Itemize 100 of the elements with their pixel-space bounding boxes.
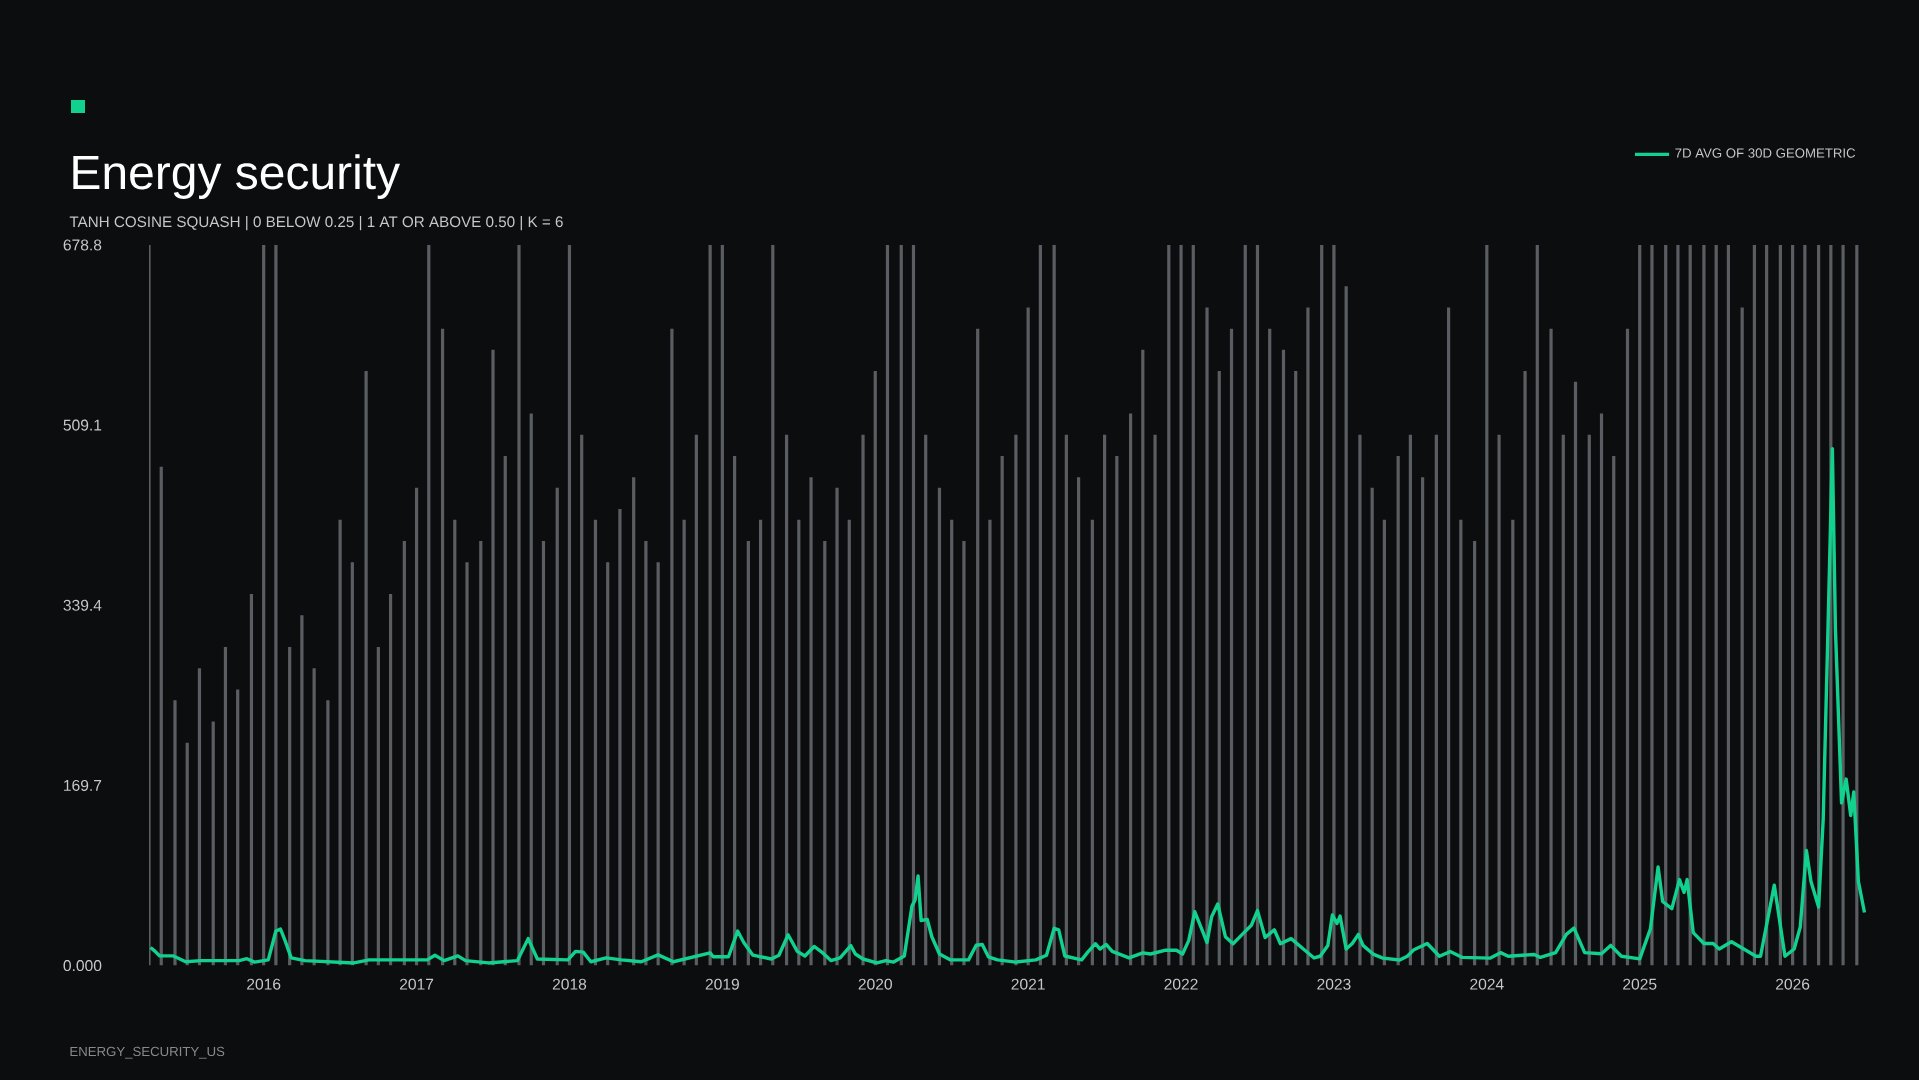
bar xyxy=(1179,244,1183,966)
x-tick-label: 2025 xyxy=(1623,978,1657,990)
bar xyxy=(1103,434,1107,966)
bar xyxy=(873,371,877,966)
x-tick-label: 2018 xyxy=(552,978,587,990)
bar xyxy=(1765,244,1769,966)
bar xyxy=(541,540,546,966)
bar xyxy=(1229,328,1234,966)
bar xyxy=(1344,286,1348,966)
bar xyxy=(682,519,686,966)
bar xyxy=(1587,434,1591,966)
bar xyxy=(1358,434,1362,966)
bar xyxy=(1396,456,1400,966)
bar xyxy=(1306,307,1310,966)
bar xyxy=(937,487,942,966)
bar xyxy=(440,328,445,966)
bar xyxy=(976,328,980,966)
bar xyxy=(1612,456,1616,966)
bar xyxy=(911,244,916,966)
bar xyxy=(1740,307,1744,966)
bar xyxy=(1447,307,1451,966)
bar xyxy=(1090,519,1094,966)
bar xyxy=(1217,371,1221,966)
bar xyxy=(1153,434,1157,966)
bar xyxy=(708,244,712,966)
bar xyxy=(1205,307,1209,966)
x-tick-label: 2023 xyxy=(1317,978,1351,990)
y-tick-label: 509.1 xyxy=(63,419,102,431)
bar xyxy=(1268,328,1272,966)
bar xyxy=(1141,349,1145,966)
legend-label: 7D AVG OF 30D GEOMETRIC xyxy=(1675,148,1856,158)
bar xyxy=(1535,244,1539,966)
bar xyxy=(1000,456,1004,966)
bar xyxy=(338,519,342,966)
bar xyxy=(288,647,292,966)
bar xyxy=(517,244,521,966)
bar xyxy=(173,700,177,966)
bar xyxy=(1497,434,1501,966)
bar xyxy=(503,456,507,966)
bar xyxy=(1191,244,1195,966)
bar xyxy=(567,244,572,966)
bar xyxy=(465,562,469,966)
bar xyxy=(1573,381,1578,966)
bar xyxy=(580,434,584,966)
bar xyxy=(197,668,202,966)
bar xyxy=(606,562,610,966)
bar xyxy=(746,540,750,966)
bar xyxy=(847,519,851,966)
x-tick-label: 2026 xyxy=(1776,978,1810,990)
chart-subtitle: TANH COSINE SQUASH | 0 BELOW 0.25 | 1 AT OR ABOVE 0.50 | K = 6 xyxy=(69,215,563,231)
bar xyxy=(1052,244,1056,966)
bar xyxy=(300,615,304,966)
bar xyxy=(1511,519,1515,966)
bar xyxy=(899,244,903,966)
bar xyxy=(618,509,622,966)
x-tick-label: 2016 xyxy=(247,978,281,990)
bar xyxy=(185,742,189,966)
bar xyxy=(1599,413,1604,966)
bar xyxy=(1382,519,1386,966)
bar xyxy=(1064,434,1068,966)
line-series xyxy=(149,446,1867,965)
bar xyxy=(1332,244,1336,966)
bar xyxy=(1459,519,1463,966)
bar xyxy=(1434,434,1438,966)
bar xyxy=(784,434,789,966)
bar xyxy=(823,540,827,966)
bar xyxy=(1115,456,1119,966)
bar xyxy=(1281,349,1286,966)
bar xyxy=(1485,244,1489,966)
bar xyxy=(885,244,890,966)
bar xyxy=(1638,244,1642,966)
bar xyxy=(1026,307,1030,966)
bar xyxy=(593,519,598,966)
bar xyxy=(1038,244,1042,966)
bar xyxy=(1014,434,1018,966)
bar xyxy=(555,487,559,966)
bar xyxy=(1243,244,1247,966)
bar xyxy=(924,434,928,966)
bar xyxy=(1128,413,1133,966)
bar xyxy=(1549,328,1553,966)
bar xyxy=(988,519,992,966)
bar xyxy=(809,477,813,966)
bar xyxy=(491,349,495,966)
bar xyxy=(414,487,419,966)
bar xyxy=(771,244,775,966)
bar xyxy=(211,721,215,966)
bar xyxy=(632,477,636,966)
y-tick-label: 678.8 xyxy=(63,239,102,251)
bar xyxy=(835,487,839,966)
x-tick-label: 2024 xyxy=(1470,978,1504,990)
bar xyxy=(262,244,266,966)
bar xyxy=(236,689,240,966)
bar xyxy=(1791,244,1795,966)
bar xyxy=(453,519,457,966)
bar xyxy=(1320,244,1324,966)
bar xyxy=(1561,434,1565,966)
bar xyxy=(1167,244,1171,966)
bar xyxy=(1473,540,1477,966)
x-tick-label: 2021 xyxy=(1011,978,1045,990)
bar xyxy=(479,540,483,966)
